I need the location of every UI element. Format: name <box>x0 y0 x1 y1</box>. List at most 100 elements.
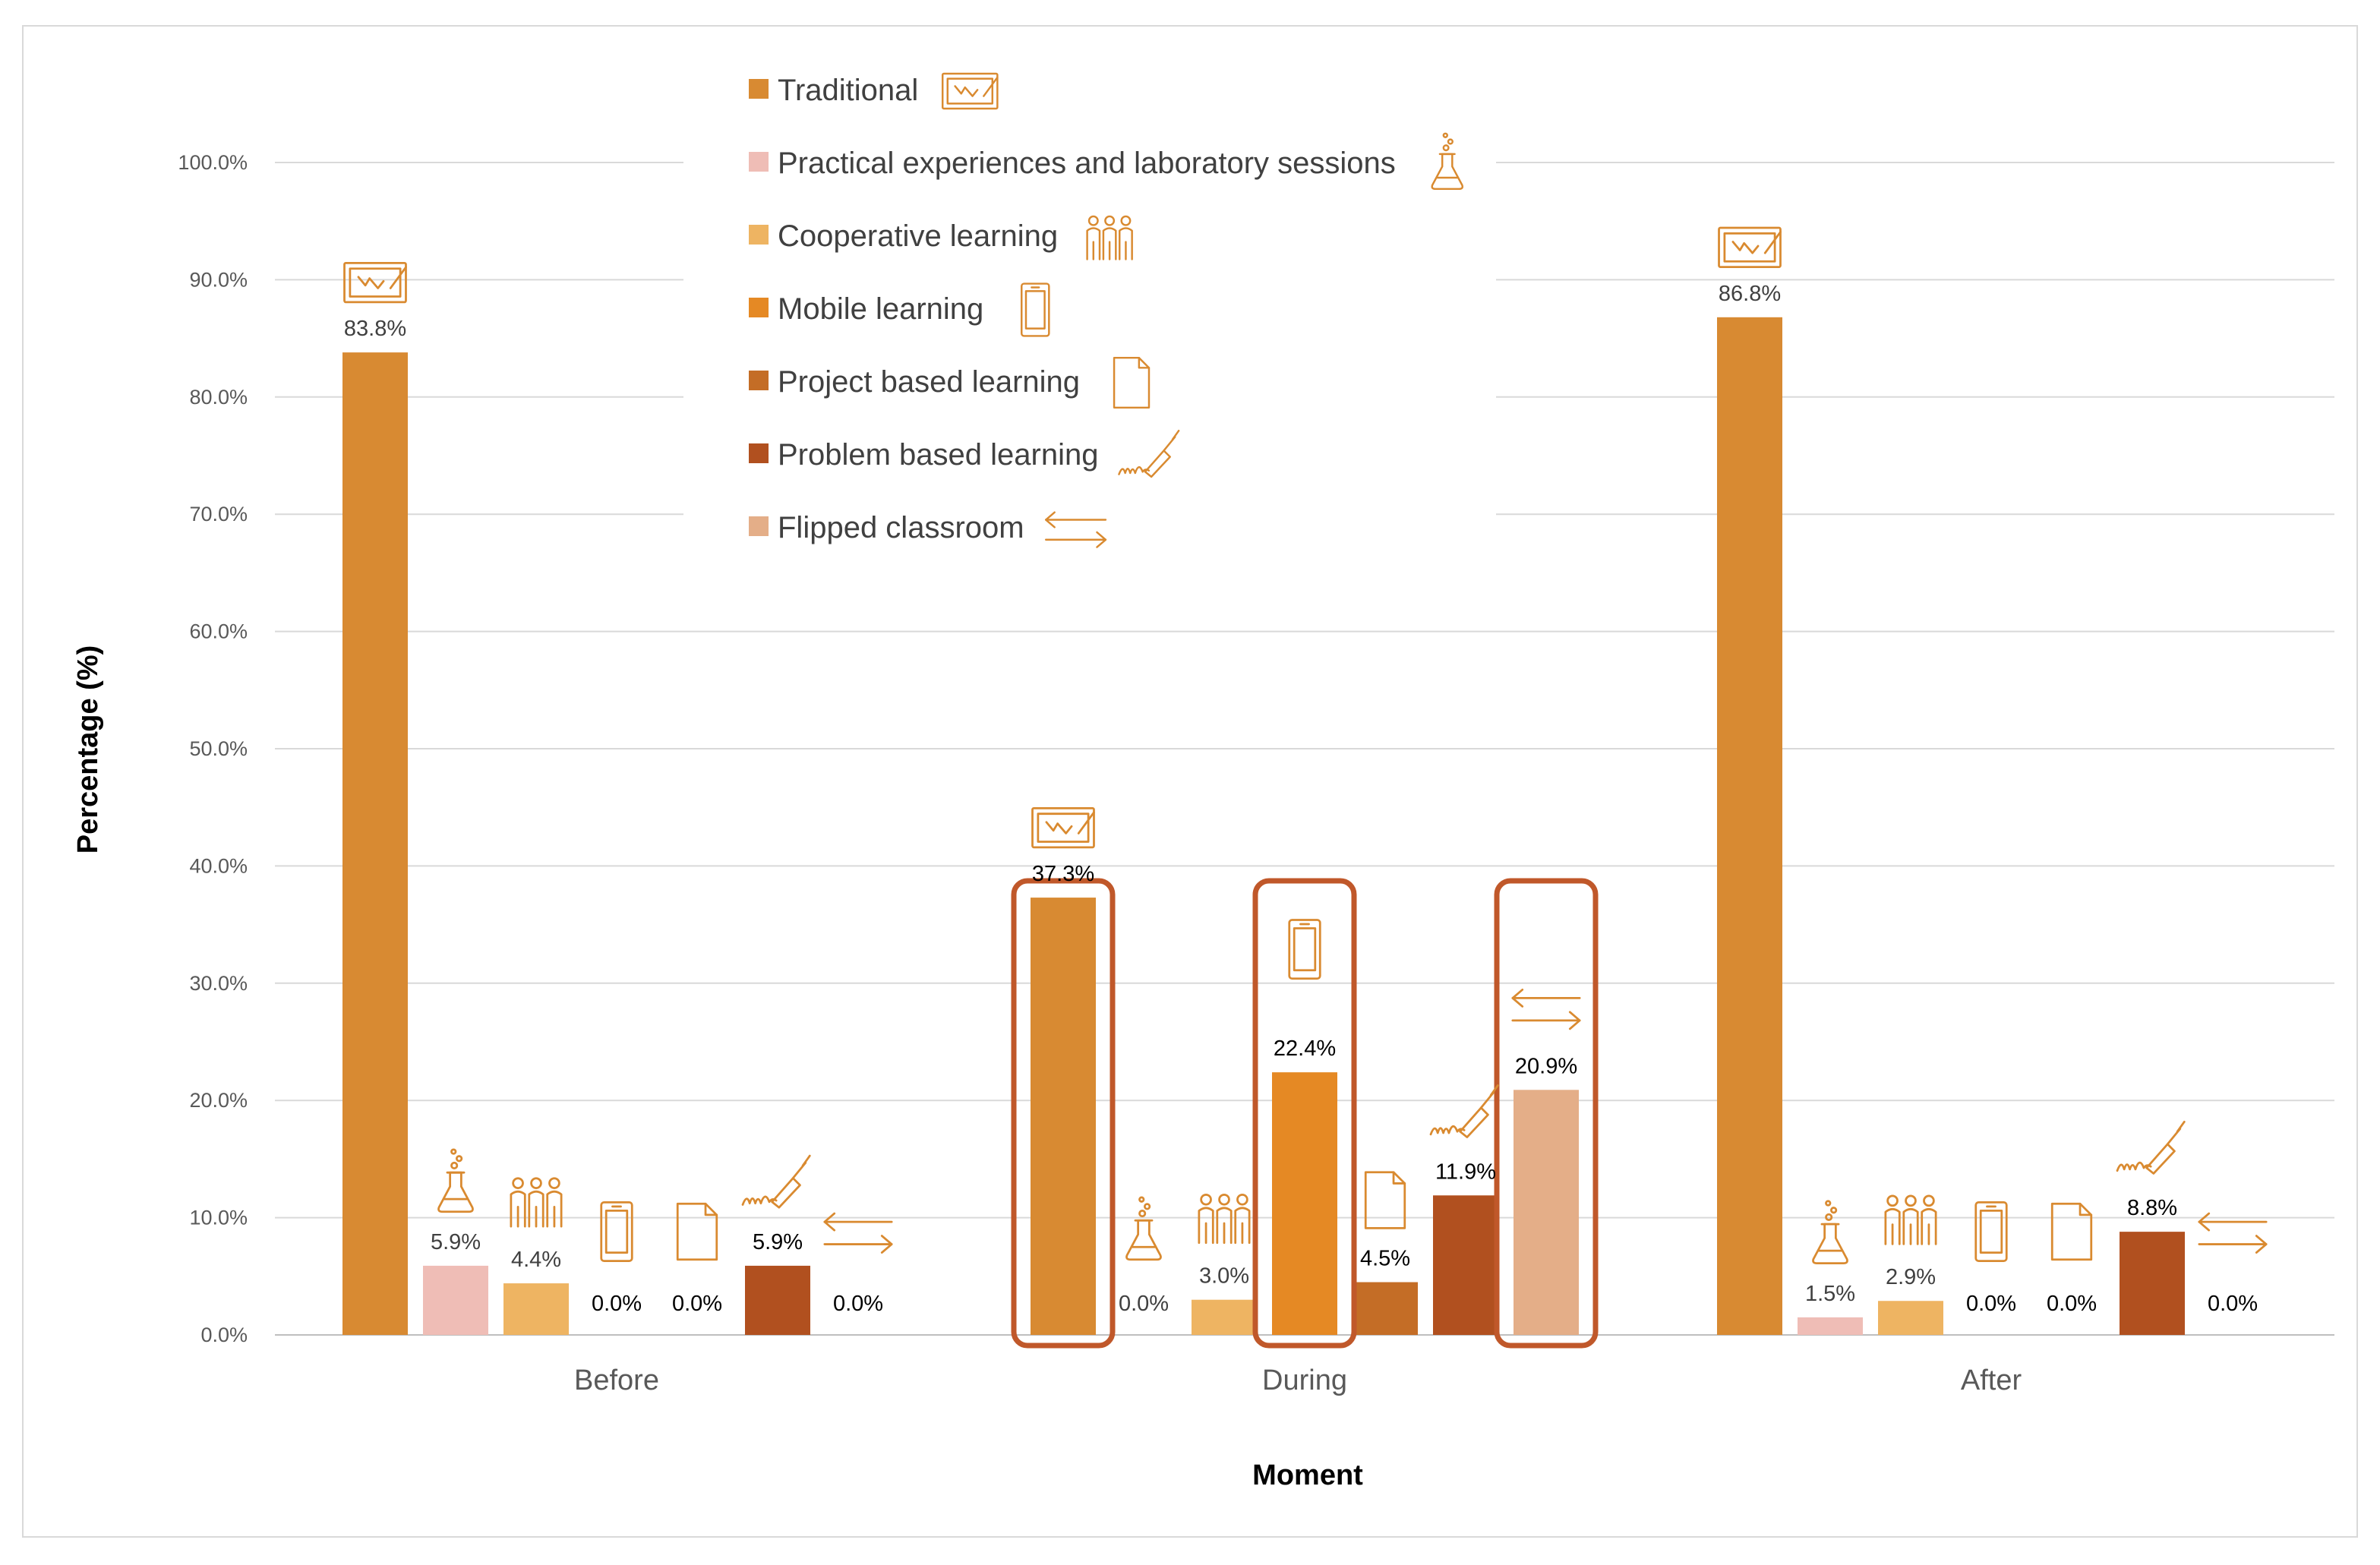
data-label-during-practical-experiences-and-laboratory-sessions: 0.0% <box>1119 1292 1169 1316</box>
legend-label-practical-experiences-and-laboratory-sessions: Practical experiences and laboratory ses… <box>778 147 1396 180</box>
highlight-box-during-traditional <box>1011 878 1116 1349</box>
bar-after-problem-based-learning <box>2120 1232 2185 1335</box>
group-icon <box>1198 1193 1251 1245</box>
data-label-after-problem-based-learning: 8.8% <box>2127 1196 2177 1220</box>
data-label-before-practical-experiences-and-laboratory-sessions: 5.9% <box>431 1230 481 1254</box>
y-tick-label: 100.0% <box>178 151 248 174</box>
bar-during-flipped-classroom <box>1514 1090 1579 1335</box>
legend-swatch-flipped-classroom <box>749 516 769 536</box>
category-labels: Before During After <box>574 1365 2022 1396</box>
data-label-during-traditional: 37.3% <box>1032 862 1094 886</box>
y-tick-label: 0.0% <box>200 1324 248 1346</box>
group-icon <box>1884 1194 1937 1245</box>
bar-during-traditional <box>1031 898 1096 1335</box>
pen-signature-icon <box>741 1154 811 1209</box>
mobile-phone-icon <box>1021 282 1050 337</box>
flask-icon <box>1431 132 1464 191</box>
pen-signature-icon <box>1118 429 1180 478</box>
bar-before-cooperative-learning <box>503 1283 569 1335</box>
category-label-before: Before <box>574 1365 659 1396</box>
flask-icon <box>1812 1200 1848 1265</box>
document-icon <box>2050 1202 2093 1261</box>
document-icon <box>1113 356 1151 409</box>
pen-signature-icon <box>2116 1120 2186 1175</box>
legend-label-mobile-learning: Mobile learning <box>778 292 983 326</box>
document-icon <box>676 1202 718 1261</box>
y-tick-label: 30.0% <box>189 972 248 995</box>
legend-label-project-based-learning: Project based learning <box>778 365 1080 399</box>
data-label-during-cooperative-learning: 3.0% <box>1199 1264 1249 1289</box>
legend-label-flipped-classroom: Flipped classroom <box>778 511 1024 544</box>
category-label-during: During <box>1262 1365 1347 1396</box>
document-icon <box>1364 1171 1406 1229</box>
bar-after-traditional <box>1717 317 1782 1336</box>
pen-signature-icon <box>1429 1084 1499 1138</box>
mobile-phone-icon <box>1974 1201 2008 1263</box>
y-axis-title: Percentage (%) <box>72 645 104 854</box>
y-tick-label: 60.0% <box>189 620 248 643</box>
data-label-after-practical-experiences-and-laboratory-sessions: 1.5% <box>1805 1282 1855 1306</box>
bar-during-project-based-learning <box>1353 1282 1418 1335</box>
highlight-boxes <box>1011 878 1599 1349</box>
bar-before-traditional <box>342 352 408 1336</box>
legend-swatch-traditional <box>749 79 769 99</box>
highlight-box-during-mobile-learning <box>1252 878 1357 1349</box>
data-label-after-traditional: 86.8% <box>1719 282 1781 306</box>
legend-label-problem-based-learning: Problem based learning <box>778 438 1098 472</box>
legend-label-traditional: Traditional <box>778 74 918 107</box>
whiteboard-icon <box>1718 226 1782 268</box>
mobile-phone-icon <box>600 1201 633 1263</box>
y-tick-label: 40.0% <box>189 854 248 877</box>
data-label-after-project-based-learning: 0.0% <box>2047 1292 2097 1316</box>
group-icon <box>1086 215 1133 260</box>
gridlines: 0.0% 10.0% 20.0% 30.0% 40.0% 50.0% 60.0% 70.0% 8… <box>178 64 2334 1346</box>
y-tick-label: 50.0% <box>189 737 248 760</box>
legend-swatch-problem-based-learning <box>749 443 769 463</box>
data-label-before-project-based-learning: 0.0% <box>672 1292 722 1316</box>
data-label-after-flipped-classroom: 0.0% <box>2208 1292 2258 1316</box>
arrows-exchange-icon <box>823 1212 893 1254</box>
bars <box>342 317 2185 1336</box>
bar-after-practical-experiences-and-laboratory-sessions <box>1798 1317 1863 1335</box>
arrows-exchange-icon <box>1044 511 1107 548</box>
legend: Traditional Practical experiences and lab… <box>749 72 1464 548</box>
data-label-after-mobile-learning: 0.0% <box>1966 1292 2016 1316</box>
bar-icons <box>343 226 2268 1265</box>
flask-icon <box>437 1148 474 1213</box>
data-label-after-cooperative-learning: 2.9% <box>1886 1265 1936 1289</box>
highlight-box-during-flipped-classroom <box>1494 878 1599 1349</box>
data-label-during-project-based-learning: 4.5% <box>1360 1247 1410 1271</box>
whiteboard-icon <box>343 261 407 304</box>
bar-before-practical-experiences-and-laboratory-sessions <box>423 1265 488 1335</box>
arrows-exchange-icon <box>2198 1212 2268 1254</box>
y-tick-label: 20.0% <box>189 1089 248 1112</box>
bar-during-mobile-learning <box>1272 1072 1337 1335</box>
data-label-during-problem-based-learning: 11.9% <box>1435 1160 1496 1184</box>
y-tick-label: 10.0% <box>189 1207 248 1229</box>
legend-swatch-project-based-learning <box>749 371 769 390</box>
legend-swatch-cooperative-learning <box>749 225 769 245</box>
y-tick-label: 90.0% <box>189 268 248 291</box>
data-label-during-mobile-learning: 22.4% <box>1274 1036 1336 1061</box>
data-label-before-mobile-learning: 0.0% <box>592 1292 642 1316</box>
bar-before-problem-based-learning <box>745 1265 810 1335</box>
data-label-before-flipped-classroom: 0.0% <box>833 1292 883 1316</box>
bar-during-problem-based-learning <box>1433 1195 1498 1335</box>
x-axis-title: Moment <box>1252 1459 1363 1491</box>
legend-background <box>683 64 1496 573</box>
whiteboard-icon <box>1031 806 1095 849</box>
legend-swatch-practical-experiences-and-laboratory-sessions <box>749 152 769 172</box>
flask-icon <box>1125 1196 1162 1261</box>
whiteboard-icon <box>941 72 999 110</box>
y-tick-label: 70.0% <box>189 503 248 525</box>
data-labels: 83.8% 5.9% 4.4% 0.0% 0.0% 5.9% 0.0% 37.3% 0.0% 3.… <box>344 282 2258 1316</box>
mobile-phone-icon <box>1288 919 1321 980</box>
data-label-before-traditional: 83.8% <box>344 317 406 341</box>
data-label-before-problem-based-learning: 5.9% <box>753 1230 803 1254</box>
arrows-exchange-icon <box>1511 989 1581 1030</box>
legend-swatch-mobile-learning <box>749 298 769 317</box>
bar-during-cooperative-learning <box>1192 1299 1257 1335</box>
y-tick-label: 80.0% <box>189 386 248 409</box>
